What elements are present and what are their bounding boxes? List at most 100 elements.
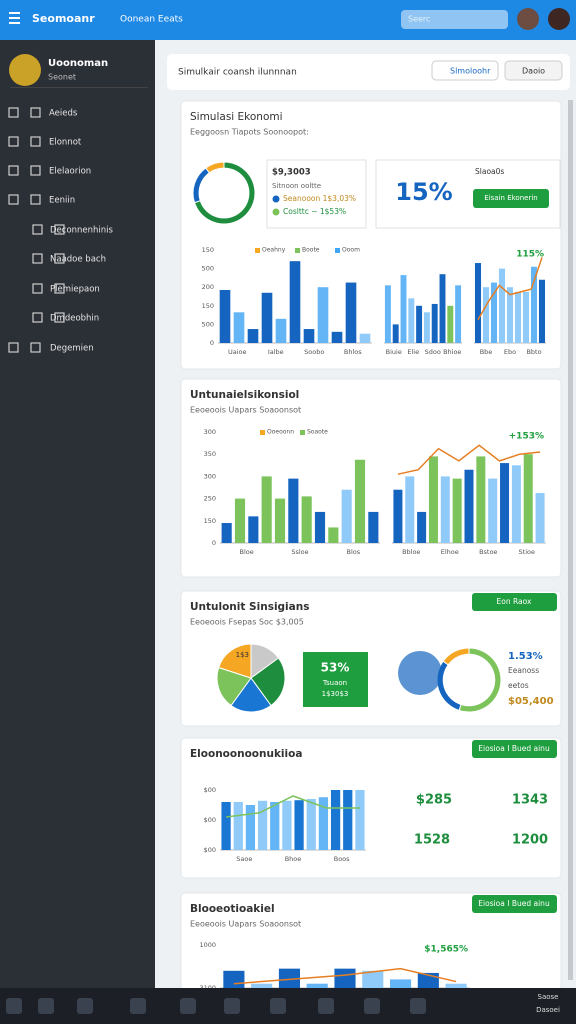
x-tick-label: Bhoe [285,855,302,863]
button-label[interactable]: Daoio [522,67,545,76]
taskbar-icon[interactable] [38,998,54,1014]
card-subtitle: Eeggoosn Tiapots Soonoopot: [190,128,309,137]
menu-item[interactable]: Eeniin [49,196,75,206]
bar [445,983,467,988]
taskbar-icon[interactable] [180,998,196,1014]
x-tick-label: Ssloe [291,548,308,556]
side-text: 1.53% [508,651,543,662]
bar [294,800,304,850]
date: Dasoei [536,1006,560,1014]
user-name: Uoonoman [48,58,108,69]
bar [261,476,272,543]
taskbar-icon[interactable] [410,998,426,1014]
bar [257,800,268,850]
taskbar-icon[interactable] [224,998,240,1014]
y-tick-label: 150 [202,246,214,254]
card-title: Simulasi Ekonomi [190,111,283,123]
menu-icon [32,312,43,323]
bar [523,454,533,543]
bar [447,305,454,343]
bar [331,331,343,343]
menu-item[interactable]: Dmdeobhin [50,314,99,324]
search-box[interactable] [401,10,508,29]
menu-icon [32,283,43,294]
legend-dot [272,208,280,216]
menu-item[interactable]: Plemiepaon [50,285,100,295]
line [233,967,457,985]
figure: 1200 [512,833,548,848]
note: $1,565% [424,945,468,955]
menu-item[interactable]: Degemien [50,344,94,354]
menu-icon [54,224,65,235]
bar [317,287,329,343]
bar [318,797,329,850]
taskbar-icon[interactable] [77,998,93,1014]
menu-icon[interactable] [9,22,20,24]
button[interactable] [504,60,563,81]
button[interactable] [472,593,557,611]
menu-item[interactable]: Elonnot [49,138,82,148]
x-tick-label: Ebo [504,348,516,356]
figure: 1528 [414,833,450,848]
x-tick-label: Blos [347,548,361,556]
button-label[interactable]: Eiosioa I Bued ainu [478,899,550,908]
bar [330,790,341,850]
menu-icon [30,107,41,118]
bar [417,511,427,543]
avatar[interactable] [517,8,539,30]
taskbar-icon[interactable] [270,998,286,1014]
menu-item[interactable]: Aeieds [49,109,78,119]
bar [500,463,510,543]
card-title: Untunaielsikonsiol [190,389,299,401]
menu-icon[interactable] [9,12,20,14]
button-label[interactable]: Eisain Ekonerin [484,194,537,202]
bar [474,263,482,343]
y-tick-label: $00 [204,816,216,824]
button[interactable] [473,189,549,208]
bar [219,289,231,343]
taskbar-icon[interactable] [6,998,22,1014]
bar [393,489,403,543]
bar [431,303,438,343]
button[interactable] [472,895,557,913]
bar [530,266,538,343]
button[interactable] [431,60,499,81]
menu-item[interactable]: Naadoe bach [50,255,106,265]
bar [354,459,366,543]
pie-label: 1$3 [236,651,249,659]
bar [405,476,415,543]
bar [511,465,521,543]
legend-swatch [260,430,265,435]
card-subtitle: Eeoeoois Uapars Soaoonsot [190,406,301,415]
x-tick-label: Sdoo [425,348,441,356]
bar [270,802,280,850]
bar [233,802,243,850]
sidebar [0,40,155,988]
stat-value: $9,3003 [272,168,311,178]
card-title: Blooeotioakiel [190,903,275,915]
card-title: Eloonoonoonukiioa [190,748,302,760]
menu-icon [30,136,41,147]
side-text: $05,400 [508,696,554,707]
taskbar-icon[interactable] [130,998,146,1014]
bar [428,456,438,543]
pie-slice [230,677,272,713]
taskbar-icon[interactable] [318,998,334,1014]
bar [423,312,430,343]
button[interactable] [472,740,557,758]
menu-item[interactable]: Elelaorion [49,167,91,177]
button-label[interactable]: Slmoloohr [450,67,491,76]
tab: Oonean Eeats [120,15,183,25]
menu-icon[interactable] [9,17,20,19]
menu-icon [8,165,19,176]
box-value: 53% [321,661,350,675]
bar [392,324,399,343]
menu-item[interactable]: Deconnenhinis [50,226,114,236]
avatar[interactable] [548,8,570,30]
legend-label: Soaote [307,429,328,436]
taskbar-icon[interactable] [364,998,380,1014]
button-label[interactable]: Eiosioa I Bued ainu [478,744,550,753]
pie-slice [216,666,252,707]
button-label[interactable]: Eon Raox [497,597,532,606]
stat-box [266,159,367,229]
